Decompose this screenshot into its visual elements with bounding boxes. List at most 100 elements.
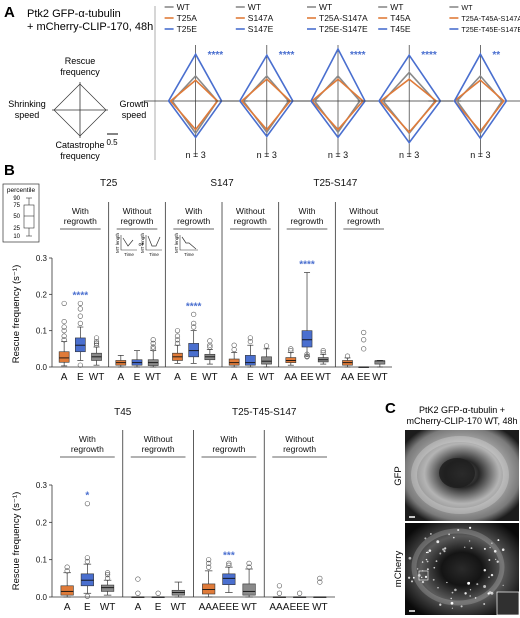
axes-legend-left-line1: Shrinking <box>8 99 46 109</box>
box-outlier <box>61 328 67 334</box>
puncta-dot <box>407 576 411 579</box>
x-category-label: EE <box>357 372 371 383</box>
box-outlier <box>93 335 100 341</box>
y-tick-label: 0.2 <box>36 290 48 299</box>
box-outlier <box>320 348 326 354</box>
box-outlier <box>317 575 323 581</box>
subgroup-label: Without <box>144 434 173 444</box>
box-wt: WT <box>241 560 257 613</box>
puncta-dot <box>430 533 432 535</box>
box-e: **** E <box>73 290 89 383</box>
box-outlier <box>226 560 232 567</box>
box-outlier <box>84 593 90 599</box>
radar-series-polygon <box>453 52 508 140</box>
box-wt: WT <box>171 581 186 613</box>
puncta-dot <box>464 592 467 595</box>
x-category-label: WT <box>315 372 331 383</box>
box-outlier <box>206 560 212 567</box>
y-tick-label: 0.1 <box>36 327 48 336</box>
box-outlier <box>191 311 197 317</box>
puncta-dot <box>425 551 428 554</box>
x-category-label: A <box>135 602 142 613</box>
subgroup-label: regrowth <box>120 216 153 226</box>
radar-n-label: n = 3 <box>399 150 419 160</box>
x-category-label: A <box>64 602 71 613</box>
panel-c-letter: C <box>385 400 396 417</box>
box-outlier <box>231 342 237 348</box>
box-outlier <box>263 343 270 349</box>
puncta-dot <box>469 595 472 597</box>
inset-xlabel: Time <box>184 252 194 257</box>
x-category-label: E <box>247 372 254 383</box>
puncta-dot <box>454 588 457 592</box>
box-outlier <box>231 346 237 353</box>
box-wt: WT <box>89 335 104 383</box>
box-significance: **** <box>73 290 89 301</box>
inset-xlabel: Time <box>149 252 159 257</box>
box-outlier <box>191 324 197 330</box>
radar-significance: ** <box>492 50 500 61</box>
micrograph-mcherry-label: mCherry <box>393 551 404 588</box>
puncta-dot <box>433 566 436 569</box>
radar-series-polygon <box>310 78 365 131</box>
group-title: S147 <box>210 178 234 189</box>
radar-series-polygon <box>313 74 361 134</box>
x-category-label: EEE <box>290 602 310 613</box>
radar-legend-label: T45E <box>390 24 411 34</box>
micrograph-gfp <box>405 430 519 521</box>
radar-significance: **** <box>279 50 295 61</box>
box-outlier <box>304 353 310 359</box>
puncta-dot <box>501 548 505 551</box>
box-outlier <box>135 576 141 582</box>
radar-series-polygon <box>310 47 366 139</box>
box-significance: **** <box>186 301 202 312</box>
panel-a-header-line2: + mCherry-CLIP-170, 48h <box>27 21 153 33</box>
axes-legend-left-line2: speed <box>15 110 40 120</box>
box-wt: WT <box>202 338 218 383</box>
radar-legend-label: T25E-S147E <box>319 24 368 34</box>
x-category-label: AA <box>341 372 355 383</box>
box-outlier <box>61 337 67 343</box>
subgroup-label: regrowth <box>234 216 267 226</box>
group-title: T25-T45-S147 <box>232 407 297 418</box>
micrograph-mcherry-puncta <box>407 526 505 609</box>
puncta-dot <box>435 560 438 562</box>
percentile-legend: percentile 90 75 50 25 10 <box>2 183 40 243</box>
x-category-label: WT <box>100 602 116 613</box>
radar-legend-label: S147A <box>248 13 274 23</box>
puncta-dot <box>450 597 452 600</box>
radar-legend-label: T25E <box>177 24 198 34</box>
puncta-dot <box>421 561 424 563</box>
box-outlier <box>361 346 367 352</box>
subgroup-label: regrowth <box>142 444 175 454</box>
axes-legend-bottom-line1: Catastrophe <box>55 140 104 150</box>
box-outlier <box>206 564 212 570</box>
box-outlier <box>276 590 283 596</box>
puncta-dot <box>437 587 439 589</box>
box-wt: WT <box>100 570 116 613</box>
inset-ylabel: MT length <box>174 233 179 253</box>
box-a: A <box>172 328 183 383</box>
b-bottom-ylabel: Rescue frequency (s⁻¹) <box>11 492 22 590</box>
y-tick-label: 0.3 <box>36 481 48 490</box>
radar-series-polygon <box>238 53 294 138</box>
box-outlier <box>247 335 253 341</box>
box-outlier <box>93 342 100 348</box>
inset-axes <box>120 235 137 251</box>
radar-group: WT T25A-T45A-S147A T25E-T45E-S147E ** n = 3 <box>428 3 520 160</box>
x-category-label: E <box>84 602 91 613</box>
box-iqr <box>101 584 115 592</box>
box-outlier <box>344 353 351 359</box>
puncta-dot <box>496 560 499 563</box>
box-outlier <box>104 571 111 578</box>
subgroup-label: Without <box>285 434 314 444</box>
y-tick-label: 0.0 <box>36 593 48 602</box>
box-outlier <box>276 583 283 589</box>
puncta-dot <box>502 584 504 587</box>
box-outlier <box>174 333 181 339</box>
box-e: E <box>151 590 165 613</box>
radar-legend-label: T25A-T45A-S147A <box>461 14 520 23</box>
percentile-legend-tick: 25 <box>13 226 20 232</box>
x-category-label: AAA <box>199 602 219 613</box>
x-category-label: A <box>117 372 124 383</box>
